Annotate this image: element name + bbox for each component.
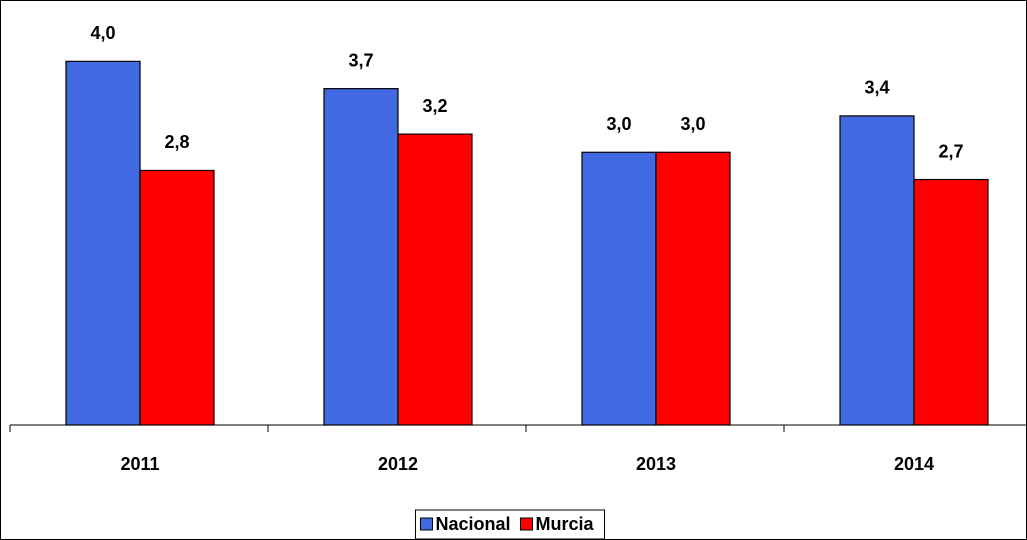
data-label: 3,0: [606, 114, 631, 134]
legend-swatch: [419, 517, 433, 531]
bar: [839, 115, 915, 426]
data-label: 2,8: [164, 132, 189, 152]
data-label: 3,0: [680, 114, 705, 134]
legend-box: [414, 509, 606, 540]
bar: [323, 88, 399, 426]
x-tick-label: 2012: [378, 454, 418, 474]
data-label: 3,7: [348, 50, 373, 70]
data-label: 4,0: [90, 23, 115, 43]
bar: [397, 133, 473, 426]
bar: [655, 151, 731, 426]
x-tick-label: 2013: [636, 454, 676, 474]
bar: [139, 169, 215, 426]
bar: [913, 178, 989, 426]
data-label: 3,4: [864, 78, 889, 98]
data-label: 2,7: [938, 141, 963, 161]
legend: Nacional Murcia: [414, 509, 606, 540]
x-tick-label: 2011: [120, 454, 159, 474]
x-tick-label: 2014: [894, 454, 934, 474]
legend-label: Murcia: [536, 514, 595, 534]
bar: [65, 60, 141, 426]
bar: [581, 151, 657, 426]
legend-swatch: [520, 517, 533, 531]
data-label: 3,2: [422, 96, 447, 116]
legend-label: Nacional: [435, 514, 510, 534]
